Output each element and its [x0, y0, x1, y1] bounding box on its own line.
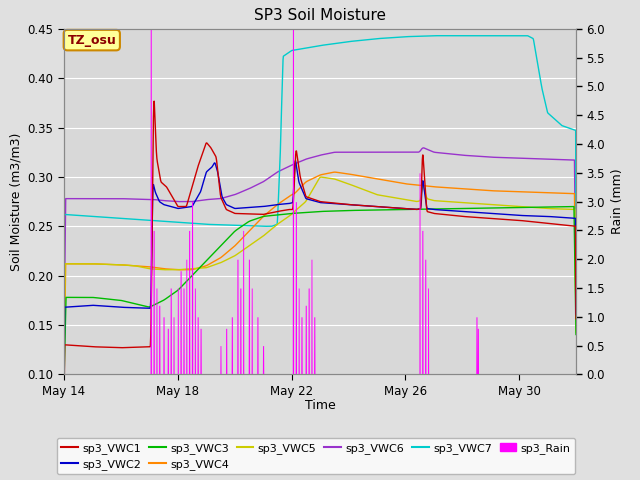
Text: TZ_osu: TZ_osu — [67, 34, 116, 47]
Y-axis label: Rain (mm): Rain (mm) — [611, 169, 623, 234]
X-axis label: Time: Time — [305, 399, 335, 412]
Title: SP3 Soil Moisture: SP3 Soil Moisture — [254, 9, 386, 24]
Y-axis label: Soil Moisture (m3/m3): Soil Moisture (m3/m3) — [9, 132, 22, 271]
Legend: sp3_VWC1, sp3_VWC2, sp3_VWC3, sp3_VWC4, sp3_VWC5, sp3_VWC6, sp3_VWC7, sp3_Rain: sp3_VWC1, sp3_VWC2, sp3_VWC3, sp3_VWC4, … — [57, 438, 575, 474]
